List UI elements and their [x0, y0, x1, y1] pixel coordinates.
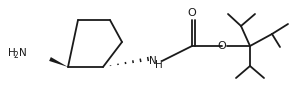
- Text: N: N: [149, 56, 157, 66]
- Text: 2: 2: [14, 51, 19, 60]
- Text: H: H: [8, 48, 16, 58]
- Text: O: O: [218, 41, 226, 51]
- Text: O: O: [188, 8, 196, 18]
- Polygon shape: [49, 57, 68, 67]
- Text: H: H: [156, 60, 163, 70]
- Text: N: N: [19, 48, 27, 58]
